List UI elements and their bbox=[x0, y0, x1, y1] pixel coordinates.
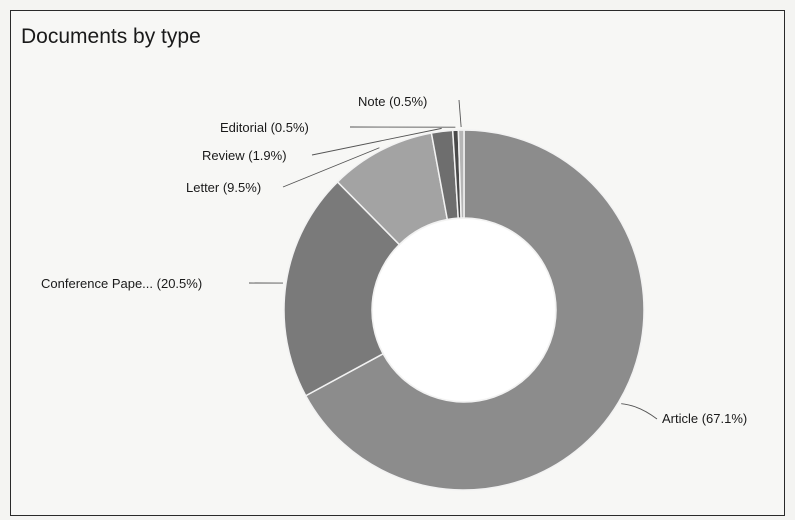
slice-label: Editorial (0.5%) bbox=[220, 120, 309, 135]
leader-line bbox=[458, 99, 462, 128]
chart-panel: Documents by type Article (67.1%) Confere… bbox=[10, 10, 785, 516]
slice-label: Article (67.1%) bbox=[662, 411, 747, 426]
slice-note[interactable] bbox=[457, 129, 465, 219]
slice-article[interactable] bbox=[304, 129, 645, 491]
leader-line bbox=[311, 127, 442, 156]
chart-title: Documents by type bbox=[21, 25, 201, 48]
slice-label: Review (1.9%) bbox=[202, 148, 287, 163]
slice-label: Letter (9.5%) bbox=[186, 180, 261, 195]
leader-line bbox=[621, 403, 658, 420]
leader-line bbox=[282, 147, 380, 188]
donut-chart: Article (67.1%) Conference Pape... (20.5%… bbox=[41, 94, 747, 491]
slice-conference-pape[interactable] bbox=[283, 180, 401, 397]
slice-label: Conference Pape... (20.5%) bbox=[41, 276, 202, 291]
donut-hole bbox=[373, 219, 555, 401]
slice-label: Note (0.5%) bbox=[358, 94, 427, 109]
